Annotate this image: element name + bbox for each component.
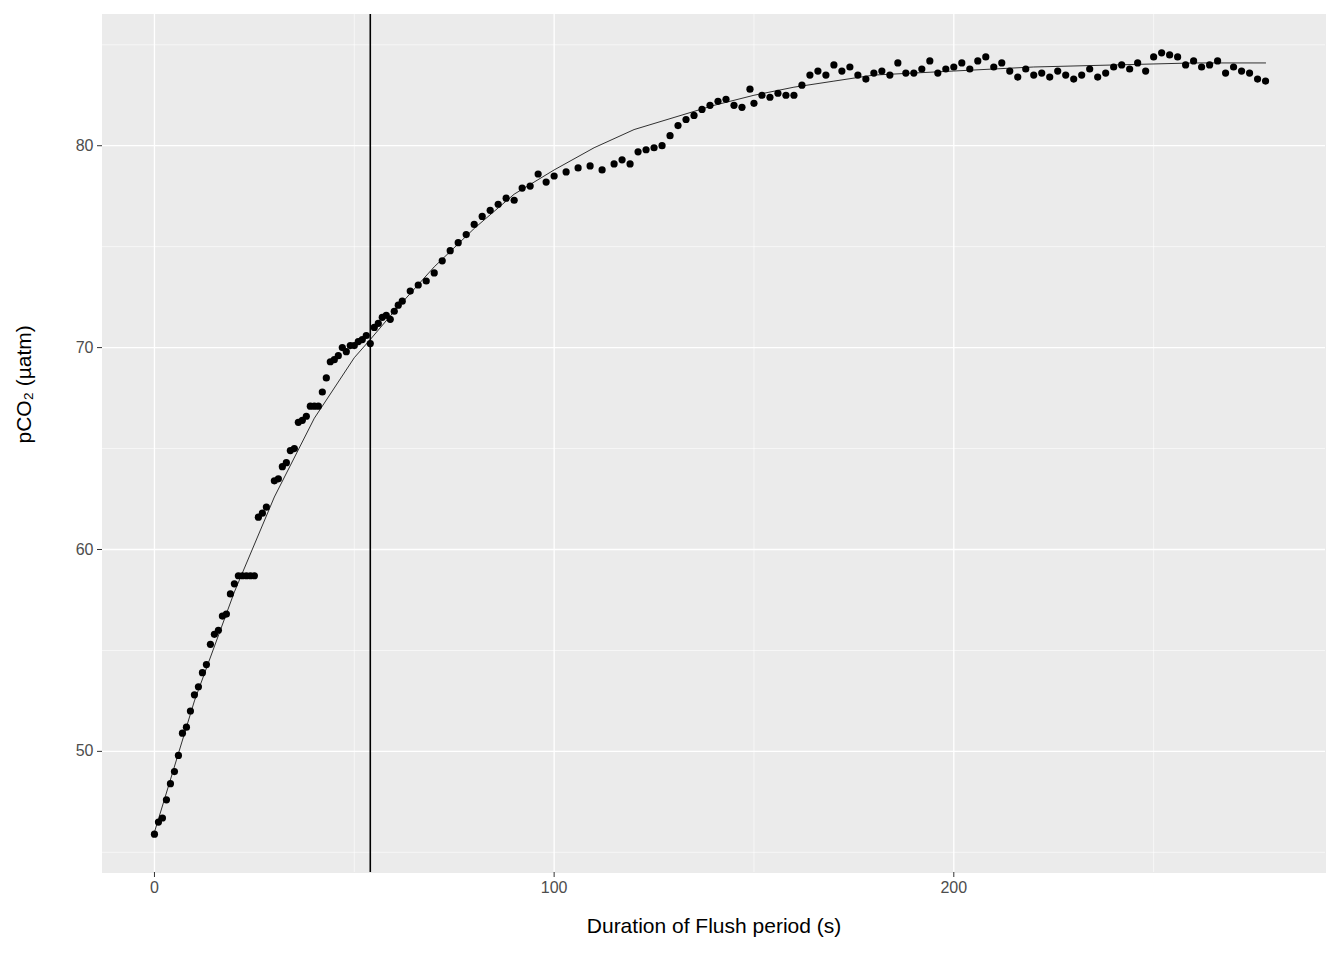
svg-text:80: 80	[76, 137, 94, 154]
svg-text:200: 200	[940, 879, 967, 896]
svg-text:pCO₂ (µatm): pCO₂ (µatm)	[12, 325, 35, 443]
svg-text:0: 0	[150, 879, 159, 896]
svg-text:70: 70	[76, 339, 94, 356]
svg-text:100: 100	[541, 879, 568, 896]
svg-text:Duration of Flush period (s): Duration of Flush period (s)	[587, 914, 841, 937]
svg-text:50: 50	[76, 742, 94, 759]
svg-text:60: 60	[76, 541, 94, 558]
